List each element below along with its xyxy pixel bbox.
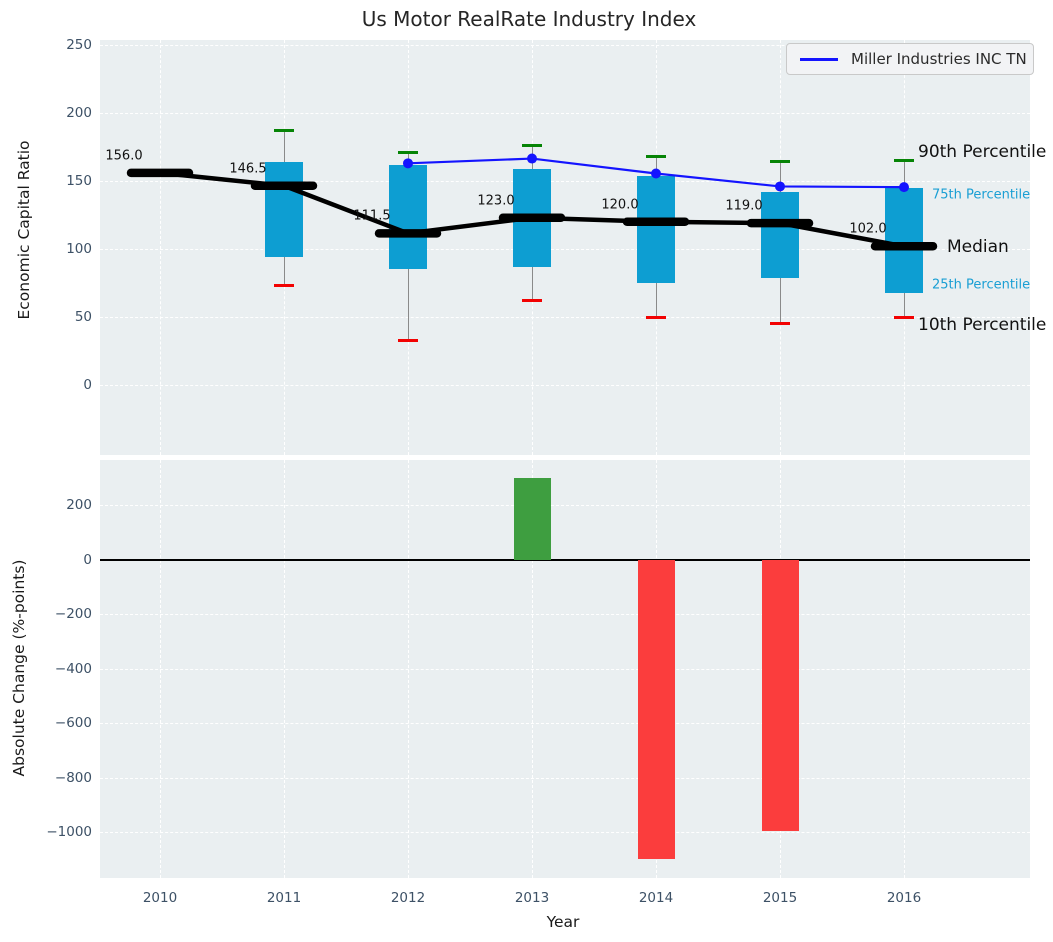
gridline-horizontal [100, 832, 1030, 833]
cap-10th-2013 [522, 299, 542, 303]
gridline-horizontal [100, 777, 1030, 779]
cap-90th-2015 [770, 160, 790, 164]
gridline-horizontal [100, 505, 1030, 506]
median-annotation-2016: 102.0 [849, 221, 887, 237]
change-bar-2013 [513, 477, 551, 560]
gridline-vertical [160, 40, 161, 455]
bottom-plot-area [100, 460, 1030, 878]
miller-marker-2013 [527, 153, 537, 164]
top-plot-area: 156.0 146.5 111.5 123.0 120.0 119.0 102.0 [100, 40, 1030, 455]
gridline-horizontal [100, 614, 1030, 615]
bottom-y-tick-label: −800 [54, 769, 92, 786]
x-tick-label-2014: 2014 [638, 890, 674, 906]
change-bar-2015 [761, 559, 799, 831]
x-tick-label-2012: 2012 [390, 890, 426, 906]
iqr-box-2015 [761, 191, 799, 278]
top-y-tick-label: 0 [83, 377, 92, 393]
iqr-box-2014 [637, 175, 675, 283]
bottom-y-tick-label: 0 [83, 551, 92, 568]
zero-baseline [100, 558, 1030, 561]
gridline-vertical [532, 460, 533, 878]
chart-title: Us Motor RealRate Industry Index [361, 7, 697, 31]
x-tick-label-2013: 2013 [514, 890, 550, 906]
median-annotation-2015: 119.0 [725, 198, 763, 214]
label-10th-percentile: 10th Percentile [918, 315, 1047, 335]
median-annotation-2014: 120.0 [601, 197, 639, 213]
cap-10th-2015 [770, 322, 790, 326]
x-axis-label: Year [546, 913, 580, 931]
iqr-box-2011 [265, 161, 303, 258]
miller-marker-2014 [651, 168, 661, 179]
miller-marker-2012 [403, 158, 413, 169]
top-y-axis-label: Economic Capital Ratio [15, 140, 33, 320]
cap-10th-2014 [646, 315, 666, 319]
median-annotation-2012: 111.5 [353, 208, 391, 224]
median-annotation-2013: 123.0 [477, 193, 515, 209]
x-tick-label-2011: 2011 [266, 890, 302, 906]
iqr-box-2012 [389, 164, 427, 270]
gridline-vertical [904, 460, 905, 878]
x-tick-label-2015: 2015 [762, 890, 798, 906]
median-annotation-2010: 156.0 [105, 148, 143, 164]
gridline-horizontal [100, 181, 1030, 182]
miller-marker-2015 [775, 181, 785, 192]
bottom-y-tick-label: −1000 [46, 824, 92, 840]
label-25th-percentile: 25th Percentile [932, 277, 1031, 293]
top-y-tick-label: 150 [66, 173, 92, 189]
x-tick-label-2016: 2016 [886, 890, 922, 906]
gridline-vertical [160, 460, 161, 878]
gridline-horizontal [100, 317, 1030, 318]
gridline-vertical [284, 460, 285, 878]
cap-90th-2013 [522, 144, 542, 148]
cap-90th-2016 [894, 159, 914, 163]
legend-label: Miller Industries INC TN [851, 50, 1027, 68]
bottom-y-tick-label: −600 [54, 715, 92, 731]
bottom-y-tick-label: −400 [54, 660, 92, 677]
cap-90th-2012 [398, 150, 418, 154]
legend: Miller Industries INC TN [786, 43, 1034, 75]
label-90th-percentile: 90th Percentile [918, 142, 1047, 162]
gridline-vertical [408, 460, 409, 878]
gridline-horizontal [100, 113, 1030, 114]
bottom-y-tick-label: −200 [54, 606, 92, 622]
median-annotation-2011: 146.5 [229, 161, 267, 177]
cap-10th-2011 [274, 284, 294, 288]
top-y-tick-label: 200 [66, 105, 92, 121]
gridline-horizontal [100, 723, 1030, 724]
iqr-box-2016 [885, 187, 923, 293]
cap-90th-2011 [274, 129, 294, 133]
gridline-horizontal [100, 668, 1030, 670]
top-plot-lines [126, 153, 938, 251]
top-y-tick-label: 250 [66, 37, 92, 53]
label-75th-percentile: 75th Percentile [932, 187, 1031, 203]
cap-90th-2014 [646, 155, 666, 159]
top-y-tick-label: 50 [74, 309, 92, 325]
legend-line-icon [800, 57, 838, 61]
label-median: Median [947, 237, 1009, 257]
bottom-y-tick-label: 200 [66, 497, 92, 513]
change-bar-2014 [637, 559, 675, 860]
gridline-horizontal [100, 385, 1030, 386]
gridline-horizontal [100, 249, 1030, 250]
cap-10th-2016 [894, 315, 914, 319]
miller-marker-2016 [899, 182, 909, 193]
x-tick-label-2010: 2010 [142, 890, 178, 906]
gridline-horizontal [100, 45, 1030, 46]
top-y-tick-label: 100 [66, 241, 92, 257]
cap-10th-2012 [398, 338, 418, 342]
